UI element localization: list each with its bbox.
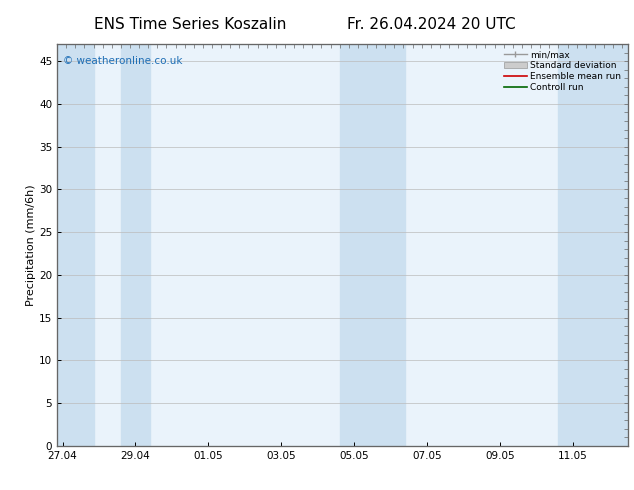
Text: ENS Time Series Koszalin: ENS Time Series Koszalin bbox=[94, 17, 287, 32]
Text: © weatheronline.co.uk: © weatheronline.co.uk bbox=[63, 56, 182, 66]
Bar bbox=[121, 44, 150, 446]
Bar bbox=[57, 44, 94, 446]
Text: Fr. 26.04.2024 20 UTC: Fr. 26.04.2024 20 UTC bbox=[347, 17, 515, 32]
Y-axis label: Precipitation (mm/6h): Precipitation (mm/6h) bbox=[26, 184, 36, 306]
Bar bbox=[559, 44, 628, 446]
Legend: min/max, Standard deviation, Ensemble mean run, Controll run: min/max, Standard deviation, Ensemble me… bbox=[502, 49, 623, 94]
Bar bbox=[340, 44, 405, 446]
